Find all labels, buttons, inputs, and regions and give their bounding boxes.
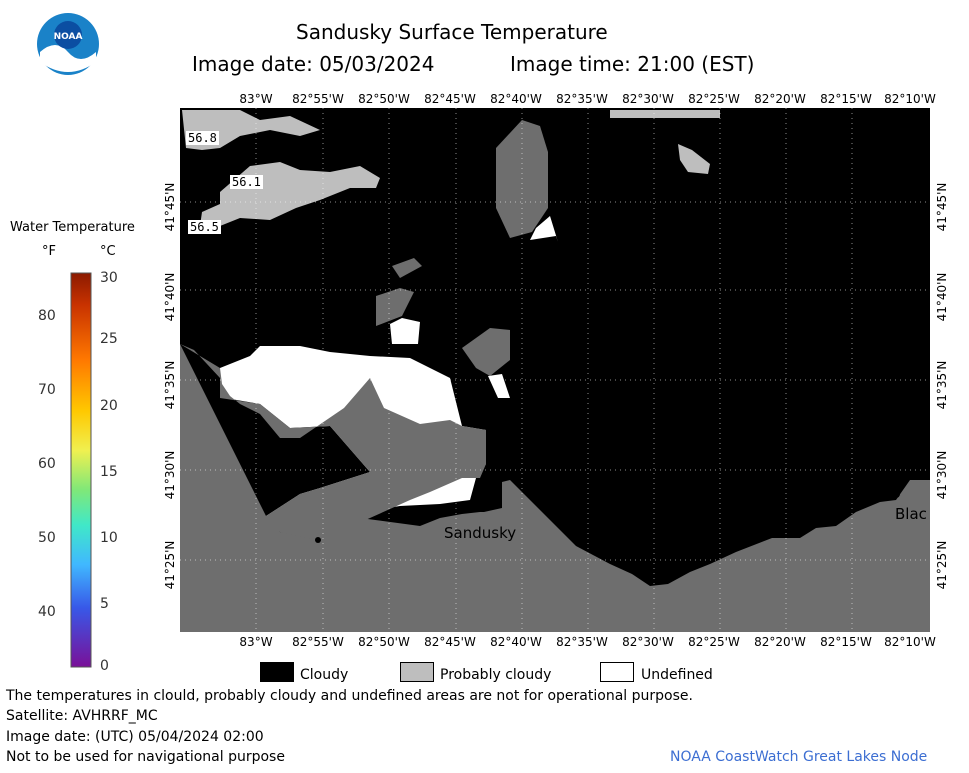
- celsius-tick-label: 5: [100, 596, 109, 612]
- place-label-blac: Blac: [895, 505, 927, 523]
- place-label-sandusky: Sandusky: [444, 524, 517, 542]
- longitude-tick-label: 82°25'W: [688, 92, 740, 106]
- probably-cloudy-area-3: [678, 144, 710, 174]
- temp-label: 56.8: [186, 131, 219, 145]
- temp-label: 56.1: [230, 175, 263, 189]
- latitude-tick-label: 41°35'N: [163, 360, 177, 410]
- longitude-tick-label: 83°W: [239, 635, 273, 649]
- legend-swatch-probably-cloudy: [400, 662, 434, 682]
- legend-label-probably-cloudy: Probably cloudy: [440, 667, 552, 683]
- image-date-label: Image date: 05/03/2024: [192, 52, 435, 76]
- latitude-tick-label: 41°35'N: [935, 360, 949, 410]
- longitude-tick-label: 82°40'W: [490, 635, 542, 649]
- celsius-tick-label: 25: [100, 331, 118, 347]
- temp-label: 56.5: [188, 220, 221, 234]
- utc-date-text: Image date: (UTC) 05/04/2024 02:00: [6, 729, 264, 745]
- undefined-area-north: [530, 216, 558, 242]
- celsius-tick-label: 10: [100, 530, 118, 546]
- longitude-tick-label: 82°55'W: [292, 92, 344, 106]
- legend-swatch-undefined: [600, 662, 634, 682]
- legend-label-cloudy: Cloudy: [300, 667, 349, 683]
- longitude-tick-label: 82°10'W: [884, 92, 936, 106]
- colorbar-unit-c: °C: [100, 244, 116, 259]
- blac-marker: [892, 490, 900, 498]
- map-grid: [180, 108, 930, 632]
- longitude-tick-label: 82°20'W: [754, 635, 806, 649]
- nav-warning-text: Not to be used for navigational purpose: [6, 749, 285, 765]
- fahrenheit-tick-label: 50: [38, 530, 56, 546]
- longitude-tick-label: 82°35'W: [556, 92, 608, 106]
- celsius-tick-label: 15: [100, 464, 118, 480]
- longitude-tick-label: 82°20'W: [754, 92, 806, 106]
- celsius-tick-label: 30: [100, 270, 118, 286]
- longitude-tick-label: 82°45'W: [424, 92, 476, 106]
- longitude-tick-label: 82°35'W: [556, 635, 608, 649]
- latitude-tick-label: 41°40'N: [935, 272, 949, 322]
- fahrenheit-tick-label: 80: [38, 308, 56, 324]
- celsius-tick-label: 0: [100, 658, 109, 674]
- longitude-tick-label: 82°15'W: [820, 92, 872, 106]
- colorbar-gradient: [70, 272, 92, 668]
- land-island-3: [392, 258, 422, 278]
- colorbar-unit-f: °F: [42, 244, 56, 259]
- legend-swatch-cloudy: [260, 662, 294, 682]
- latitude-tick-label: 41°45'N: [935, 182, 949, 232]
- probably-cloudy-area-4: [610, 110, 720, 118]
- latitude-tick-label: 41°25'N: [163, 540, 177, 590]
- sandusky-marker: [315, 537, 321, 543]
- longitude-tick-label: 82°30'W: [622, 92, 674, 106]
- undefined-area-island: [390, 318, 420, 344]
- fahrenheit-tick-label: 70: [38, 382, 56, 398]
- longitude-tick-label: 82°15'W: [820, 635, 872, 649]
- map-panel: [180, 108, 930, 632]
- colorbar: [70, 272, 92, 668]
- land-island-4: [462, 328, 510, 376]
- page-title: Sandusky Surface Temperature: [296, 20, 608, 44]
- fahrenheit-tick-label: 40: [38, 604, 56, 620]
- credit-text: NOAA CoastWatch Great Lakes Node: [670, 749, 928, 765]
- longitude-tick-label: 82°40'W: [490, 92, 542, 106]
- land-peninsula: [180, 344, 486, 544]
- noaa-logo-icon: NOAA: [37, 13, 99, 75]
- longitude-tick-label: 83°W: [239, 92, 273, 106]
- undefined-area-small: [488, 374, 510, 398]
- latitude-tick-label: 41°30'N: [935, 450, 949, 500]
- land-mainland: [180, 344, 930, 632]
- land-island-2: [376, 288, 414, 326]
- latitude-tick-label: 41°40'N: [163, 272, 177, 322]
- longitude-tick-label: 82°55'W: [292, 635, 344, 649]
- longitude-tick-label: 82°45'W: [424, 635, 476, 649]
- longitude-tick-label: 82°10'W: [884, 635, 936, 649]
- latitude-tick-label: 41°30'N: [163, 450, 177, 500]
- longitude-tick-label: 82°30'W: [622, 635, 674, 649]
- legend-label-undefined: Undefined: [641, 667, 713, 683]
- longitude-tick-label: 82°50'W: [358, 635, 410, 649]
- longitude-tick-label: 82°50'W: [358, 92, 410, 106]
- fahrenheit-tick-label: 60: [38, 456, 56, 472]
- disclaimer-text: The temperatures in clould, probably clo…: [6, 688, 693, 704]
- latitude-tick-label: 41°25'N: [935, 540, 949, 590]
- satellite-text: Satellite: AVHRRF_MC: [6, 708, 158, 724]
- noaa-logo-text: NOAA: [54, 32, 83, 42]
- celsius-tick-label: 20: [100, 398, 118, 414]
- colorbar-title: Water Temperature: [10, 220, 135, 235]
- sst-map: [180, 108, 930, 632]
- latitude-tick-label: 41°45'N: [163, 182, 177, 232]
- noaa-logo: NOAA: [36, 12, 100, 76]
- image-time-label: Image time: 21:00 (EST): [510, 52, 755, 76]
- longitude-tick-label: 82°25'W: [688, 635, 740, 649]
